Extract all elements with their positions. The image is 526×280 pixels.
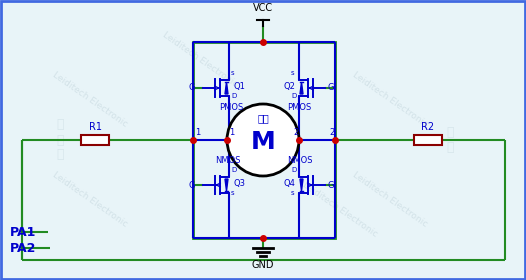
Polygon shape — [300, 179, 303, 191]
Text: D: D — [291, 167, 296, 173]
Text: 卯
电
子: 卯 电 子 — [56, 118, 64, 162]
Text: GND: GND — [252, 260, 274, 270]
Text: Q4: Q4 — [283, 179, 295, 188]
Text: Leiditech Electronic: Leiditech Electronic — [51, 171, 129, 229]
Text: D: D — [231, 93, 236, 99]
Text: s: s — [291, 70, 295, 76]
Bar — [414, 135, 442, 145]
Text: M: M — [250, 130, 276, 154]
Text: Leiditech Electronic: Leiditech Electronic — [351, 71, 429, 129]
Text: PMOS: PMOS — [219, 103, 243, 112]
Text: 1: 1 — [195, 128, 200, 137]
Text: Q1: Q1 — [233, 82, 245, 91]
Text: 2: 2 — [293, 128, 298, 137]
Text: G: G — [327, 181, 333, 190]
Text: VCC: VCC — [253, 3, 273, 13]
Text: Leiditech Electronic: Leiditech Electronic — [161, 31, 239, 89]
Text: PA2: PA2 — [10, 241, 36, 255]
Text: 马达: 马达 — [257, 113, 269, 123]
Text: Leiditech Electronic: Leiditech Electronic — [301, 181, 379, 239]
Text: NMOS: NMOS — [215, 156, 240, 165]
Text: PMOS: PMOS — [287, 103, 311, 112]
Text: 1: 1 — [229, 128, 234, 137]
Text: s: s — [231, 70, 235, 76]
Circle shape — [227, 104, 299, 176]
Text: G: G — [188, 83, 195, 92]
Text: PA1: PA1 — [10, 225, 36, 239]
Text: 电
子: 电 子 — [446, 126, 454, 154]
Polygon shape — [300, 82, 303, 94]
Text: G: G — [188, 181, 195, 190]
Text: G: G — [327, 83, 333, 92]
Polygon shape — [225, 82, 228, 94]
Text: D: D — [231, 167, 236, 173]
Text: R2: R2 — [421, 122, 434, 132]
Polygon shape — [225, 179, 228, 191]
Text: Q2: Q2 — [283, 82, 295, 91]
Bar — [81, 135, 109, 145]
Text: D: D — [291, 93, 296, 99]
Text: s: s — [231, 190, 235, 196]
Text: R1: R1 — [88, 122, 102, 132]
Text: Q3: Q3 — [233, 179, 245, 188]
Text: s: s — [291, 190, 295, 196]
Text: 2: 2 — [329, 128, 334, 137]
Text: Leiditech Electronic: Leiditech Electronic — [351, 171, 429, 229]
Bar — [193, 42, 335, 238]
Text: NMOS: NMOS — [287, 156, 312, 165]
Text: Leiditech Electronic: Leiditech Electronic — [51, 71, 129, 129]
